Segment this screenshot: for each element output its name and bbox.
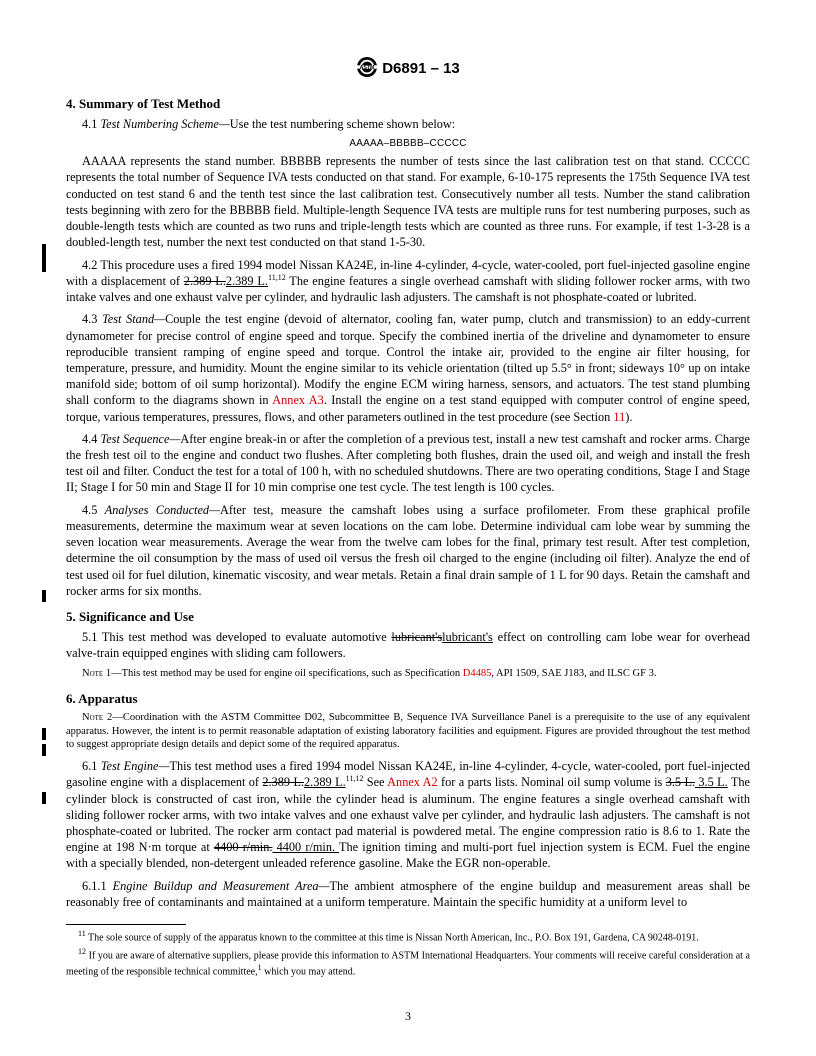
footnote-ref: 11,12 [346, 774, 364, 783]
entry-text: ). [625, 410, 632, 424]
entry-number: 4.5 [82, 503, 105, 517]
entry-number: 4.4 [82, 432, 101, 446]
underlined-text: 3.5 L. [695, 775, 728, 789]
page-number: 3 [0, 1009, 816, 1024]
section-5-heading: 5. Significance and Use [66, 609, 750, 625]
document-page: ASTM D6891 – 13 4. Summary of Test Metho… [0, 0, 816, 1056]
underlined-text: 4400 r/min. [272, 840, 339, 854]
entry-number: 6.1.1 [82, 879, 113, 893]
designation-text: D6891 – 13 [382, 60, 460, 77]
cross-ref-link[interactable]: Annex A2 [387, 775, 438, 789]
entry-runin: Test Engine— [101, 759, 170, 773]
footnote-text: The sole source of supply of the apparat… [86, 932, 699, 943]
entry-4-1-cont: AAAAA represents the stand number. BBBBB… [66, 153, 750, 250]
note-text: Coordination with the ASTM Committee D02… [66, 712, 750, 750]
underlined-text: 2.389 L. [304, 775, 346, 789]
underlined-text: lubricant's [442, 630, 493, 644]
entry-text: 5.1 This test method was developed to ev… [82, 630, 391, 644]
entry-runin: Analyses Conducted— [105, 503, 220, 517]
entry-number: 4.1 [82, 117, 100, 131]
change-bar [42, 244, 46, 272]
struck-text: lubricant's [391, 630, 442, 644]
entry-text: See [363, 775, 387, 789]
note-2: Note 2—Coordination with the ASTM Commit… [66, 711, 750, 752]
entry-4-1: 4.1 Test Numbering Scheme—Use the test n… [66, 116, 750, 132]
footnote-text: which you may attend. [262, 966, 356, 977]
page-header: ASTM D6891 – 13 [66, 56, 750, 82]
struck-text: 4400 r/min. [214, 840, 272, 854]
note-text: This test method may be used for engine … [122, 668, 463, 679]
entry-number: 4.3 [82, 312, 102, 326]
footnote-text: If you are aware of alternative supplier… [66, 950, 750, 977]
note-label: Note 1— [82, 668, 122, 679]
numbering-scheme-code: AAAAA–BBBBB–CCCCC [66, 138, 750, 149]
struck-text: 2.389 L. [184, 274, 226, 288]
entry-4-5: 4.5 Analyses Conducted—After test, measu… [66, 502, 750, 599]
note-1: Note 1—This test method may be used for … [66, 667, 750, 681]
svg-text:ASTM: ASTM [360, 65, 375, 71]
astm-logo-icon: ASTM [356, 56, 378, 82]
cross-ref-link[interactable]: D4485 [463, 668, 492, 679]
footnote-marker: 12 [78, 947, 86, 956]
entry-6-1: 6.1 Test Engine—This test method uses a … [66, 758, 750, 872]
entry-4-2: 4.2 This procedure uses a fired 1994 mod… [66, 257, 750, 306]
entry-text: Use the test numbering scheme shown belo… [230, 117, 455, 131]
struck-text: 3.5 L. [666, 775, 695, 789]
entry-text: for a parts lists. Nominal oil sump volu… [438, 775, 666, 789]
entry-runin: Test Sequence— [101, 432, 181, 446]
change-bar [42, 590, 46, 602]
entry-number: 6.1 [82, 759, 101, 773]
footnote-marker: 11 [78, 929, 86, 938]
footnote-ref: 11,12 [268, 273, 286, 282]
entry-runin: Engine Buildup and Measurement Area— [113, 879, 330, 893]
change-bar [42, 792, 46, 804]
footnote-rule [66, 924, 186, 925]
underlined-text: 2.389 L. [226, 274, 268, 288]
section-6-heading: 6. Apparatus [66, 691, 750, 707]
entry-runin: Test Stand— [102, 312, 165, 326]
struck-text: 2.389 L. [262, 775, 304, 789]
entry-4-3: 4.3 Test Stand—Couple the test engine (d… [66, 311, 750, 425]
note-text: , API 1509, SAE J183, and ILSC GF 3. [491, 668, 656, 679]
change-bar [42, 744, 46, 756]
entry-runin: Test Numbering Scheme— [100, 117, 229, 131]
change-bar [42, 728, 46, 740]
footnote-11: 11 The sole source of supply of the appa… [66, 929, 750, 945]
section-4-heading: 4. Summary of Test Method [66, 96, 750, 112]
entry-5-1: 5.1 This test method was developed to ev… [66, 629, 750, 661]
entry-6-1-1: 6.1.1 Engine Buildup and Measurement Are… [66, 878, 750, 910]
cross-ref-link[interactable]: Annex A3 [272, 393, 324, 407]
entry-4-4: 4.4 Test Sequence—After engine break-in … [66, 431, 750, 496]
cross-ref-link[interactable]: 11 [613, 410, 625, 424]
note-label: Note 2— [82, 712, 123, 723]
footnote-12: 12 If you are aware of alternative suppl… [66, 947, 750, 979]
